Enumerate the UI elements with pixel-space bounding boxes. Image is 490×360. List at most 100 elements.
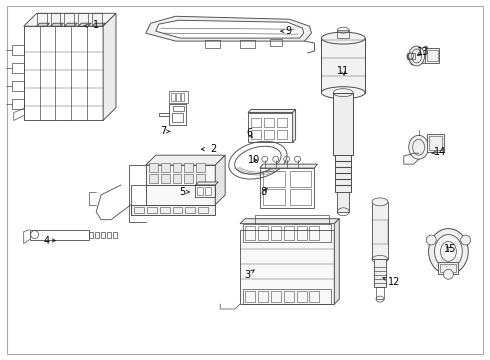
Bar	[376, 287, 384, 299]
Bar	[169, 91, 189, 103]
Bar	[37, 13, 47, 26]
Text: 12: 12	[383, 277, 400, 287]
Bar	[290, 171, 312, 187]
Bar	[243, 289, 331, 304]
Polygon shape	[215, 155, 225, 205]
Bar	[147, 207, 157, 213]
Text: 7: 7	[161, 126, 170, 136]
Ellipse shape	[321, 32, 365, 44]
Text: 1: 1	[84, 20, 99, 30]
Polygon shape	[334, 219, 339, 304]
Polygon shape	[240, 219, 339, 224]
Bar	[260, 168, 315, 208]
Bar	[146, 165, 215, 185]
Bar	[12, 45, 24, 55]
Bar	[277, 130, 287, 139]
Ellipse shape	[409, 135, 429, 159]
Bar	[271, 226, 281, 239]
Bar	[172, 163, 181, 172]
Bar	[335, 155, 351, 192]
Bar	[296, 226, 307, 239]
Polygon shape	[92, 23, 105, 26]
Bar	[243, 224, 331, 242]
Bar	[24, 26, 103, 121]
Text: 6: 6	[246, 129, 252, 138]
Bar	[175, 93, 179, 100]
Bar	[290, 189, 312, 205]
Bar	[172, 105, 184, 111]
Bar	[107, 231, 111, 238]
Polygon shape	[146, 16, 312, 41]
Bar	[30, 230, 89, 239]
Bar	[198, 207, 208, 213]
Bar	[172, 174, 181, 183]
Bar	[240, 40, 255, 48]
Polygon shape	[103, 13, 116, 121]
Bar	[337, 30, 349, 38]
Text: 15: 15	[444, 244, 457, 255]
Bar	[270, 39, 282, 46]
Bar	[258, 226, 268, 239]
Bar	[101, 231, 105, 238]
Bar	[258, 291, 268, 302]
Bar	[310, 291, 319, 302]
Bar	[146, 185, 215, 205]
Bar	[169, 104, 187, 125]
Bar	[185, 207, 196, 213]
Bar	[284, 226, 294, 239]
Text: 9: 9	[281, 26, 292, 36]
Bar	[284, 291, 294, 302]
Bar	[374, 260, 386, 287]
Bar	[425, 48, 440, 63]
Text: 8: 8	[261, 187, 267, 197]
Bar	[184, 163, 194, 172]
Polygon shape	[64, 23, 77, 26]
Polygon shape	[156, 20, 303, 38]
Ellipse shape	[461, 235, 470, 245]
Bar	[12, 81, 24, 91]
Bar	[427, 50, 438, 61]
Polygon shape	[248, 109, 295, 113]
Bar	[248, 113, 293, 142]
Bar	[50, 13, 60, 26]
Text: 4: 4	[44, 235, 55, 246]
Bar	[439, 262, 458, 274]
Bar	[251, 118, 261, 127]
Bar	[89, 231, 93, 238]
Bar	[196, 185, 215, 197]
Polygon shape	[131, 205, 215, 215]
Bar	[429, 136, 442, 150]
Polygon shape	[196, 182, 218, 185]
Text: 11: 11	[337, 66, 349, 76]
Bar	[310, 226, 319, 239]
Polygon shape	[50, 23, 63, 26]
Polygon shape	[293, 109, 295, 142]
Bar	[205, 187, 211, 195]
Bar	[196, 174, 205, 183]
Bar	[12, 63, 24, 73]
Text: 10: 10	[248, 155, 260, 165]
Bar	[263, 189, 285, 205]
Text: 3: 3	[244, 270, 254, 280]
Bar	[271, 291, 281, 302]
Polygon shape	[407, 46, 431, 65]
Bar	[196, 163, 205, 172]
Bar	[277, 118, 287, 127]
Bar	[64, 13, 74, 26]
Ellipse shape	[426, 235, 436, 245]
Bar	[172, 207, 182, 213]
Bar	[161, 163, 170, 172]
Bar	[180, 93, 184, 100]
Bar	[160, 207, 170, 213]
Bar	[251, 130, 261, 139]
Bar	[12, 99, 24, 109]
Bar	[172, 113, 183, 122]
Bar	[296, 291, 307, 302]
Bar	[264, 130, 274, 139]
Polygon shape	[24, 13, 116, 26]
Bar	[161, 174, 170, 183]
Polygon shape	[37, 23, 49, 26]
Bar	[441, 264, 456, 272]
Bar	[113, 231, 117, 238]
Bar	[240, 230, 334, 304]
